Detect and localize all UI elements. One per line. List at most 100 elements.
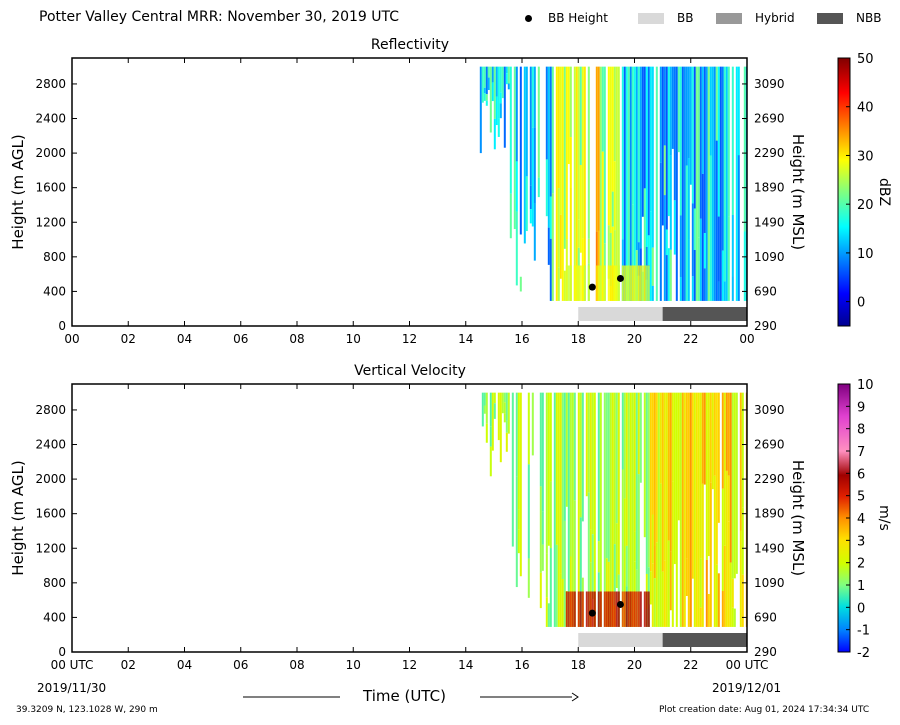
vel-lowlevel-strip	[597, 591, 600, 627]
vel-echo-strip	[493, 392, 496, 404]
vel-echo-strip	[731, 392, 734, 579]
refl-x-tick-label: 08	[289, 332, 304, 346]
vel-echo-strip	[725, 470, 728, 627]
vel-echo-strip	[505, 432, 508, 452]
vel-echo-strip	[741, 392, 744, 508]
refl-lowlevel-strip	[599, 265, 602, 301]
vel-echo-strip	[489, 392, 492, 427]
refl-echo-strip	[505, 73, 508, 85]
vel-echo-strip	[585, 392, 588, 497]
vel-echo-strip	[589, 529, 592, 563]
vel-echo-strip	[571, 392, 574, 627]
vel-echo-strip	[597, 541, 600, 573]
refl-echo-strip	[617, 66, 620, 174]
vel-echo-strip	[733, 392, 736, 579]
vel-x-tick-label: 00 UTC	[726, 658, 769, 672]
vel-y-tick-label: 1600	[35, 507, 66, 521]
refl-echo-strip	[671, 66, 674, 149]
vel-echo-strip	[483, 392, 486, 406]
refl-echo-strip	[559, 66, 562, 215]
refl-echo-strip	[507, 83, 510, 88]
vel-colorbar-tick-label: 8	[857, 423, 865, 438]
refl-echo-strip	[651, 66, 654, 248]
refl-y-tick-label: 2000	[35, 146, 66, 160]
refl-echo-strip	[737, 66, 740, 156]
vel-echo-strip	[729, 392, 732, 563]
refl-echo-strip	[577, 66, 580, 220]
refl-lowlevel-strip	[611, 265, 614, 301]
vel-echo-strip	[493, 403, 496, 419]
vel-lowlevel-strip	[625, 591, 628, 627]
vel-echo-strip	[613, 392, 616, 545]
vel-echo-strip	[611, 392, 614, 627]
refl-echo-strip	[693, 66, 696, 209]
vel-lowlevel-strip	[639, 591, 642, 627]
refl-echo-strip	[483, 93, 486, 101]
vel-echo-strip	[503, 402, 506, 414]
vel-echo-strip	[517, 392, 520, 510]
refl-echo-strip	[667, 248, 670, 301]
refl-echo-strip	[611, 226, 614, 301]
vel-echo-strip	[517, 509, 520, 530]
refl-echo-strip	[647, 235, 650, 266]
refl-echo-strip	[667, 66, 670, 217]
refl-echo-strip	[545, 66, 548, 160]
vel-echo-strip	[665, 392, 668, 627]
refl-echo-strip	[691, 66, 694, 204]
refl-echo-strip	[611, 66, 614, 192]
vel-echo-strip	[615, 523, 618, 588]
vel-echo-strip	[489, 426, 492, 447]
vel-echo-strip	[555, 392, 558, 545]
refl-x-tick-label: 20	[627, 332, 642, 346]
vel-echo-strip	[627, 392, 630, 627]
refl-y-right-tick-label: 2690	[754, 112, 785, 126]
vel-y-right-tick-label: 690	[754, 610, 777, 624]
vel-echo-strip	[599, 392, 602, 627]
vel-y-tick-label: 1200	[35, 541, 66, 555]
legend-bb: BB	[638, 11, 693, 25]
refl-echo-strip	[499, 103, 502, 119]
refl-echo-strip	[679, 277, 682, 301]
vel-colorbar-tick-label: 2	[857, 557, 865, 572]
vel-echo-strip	[541, 544, 544, 571]
refl-echo-strip	[651, 285, 654, 301]
refl-echo-strip	[485, 66, 488, 95]
refl-lowlevel-strip	[603, 265, 606, 301]
refl-echo-strip	[731, 214, 734, 277]
vel-x-tick-label: 22	[683, 658, 698, 672]
vel-echo-strip	[731, 578, 734, 608]
refl-y-right-axis-label: Height (m MSL)	[789, 134, 807, 250]
vel-echo-strip	[609, 392, 612, 627]
refl-echo-strip	[567, 66, 570, 165]
vel-lowlevel-strip	[589, 591, 592, 627]
vel-y-right-tick-label: 290	[754, 645, 777, 659]
vel-lowlevel-strip	[579, 591, 582, 627]
refl-colorbar-tick-label: 30	[857, 149, 874, 164]
vel-echo-strip	[505, 392, 508, 421]
vel-x-tick-label: 02	[121, 658, 136, 672]
vel-echo-strip	[499, 392, 502, 463]
refl-echo-strip	[551, 66, 554, 194]
refl-echo-strip	[725, 66, 728, 301]
vel-echo-strip	[545, 553, 548, 598]
refl-echo-strip	[649, 66, 652, 212]
vel-lowlevel-strip	[565, 591, 568, 627]
refl-y-right-tick-label: 1890	[754, 181, 785, 195]
refl-echo-strip	[551, 193, 554, 301]
refl-echo-strip	[673, 66, 676, 201]
vel-lowlevel-strip	[569, 591, 572, 627]
vel-y-tick-label: 2000	[35, 472, 66, 486]
refl-echo-strip	[483, 87, 486, 94]
refl-echo-strip	[685, 66, 688, 166]
refl-echo-strip	[493, 118, 496, 150]
vel-echo-strip	[587, 492, 590, 627]
vel-echo-strip	[621, 469, 624, 627]
vel-lowlevel-strip	[587, 591, 590, 627]
refl-lowlevel-strip	[579, 265, 582, 301]
refl-lowlevel-strip	[629, 265, 632, 301]
refl-echo-strip	[697, 66, 700, 238]
start-date: 2019/11/30	[37, 681, 107, 695]
refl-echo-strip	[683, 66, 686, 301]
refl-echo-strip	[673, 200, 676, 255]
velocity-title: Vertical Velocity	[354, 363, 466, 379]
